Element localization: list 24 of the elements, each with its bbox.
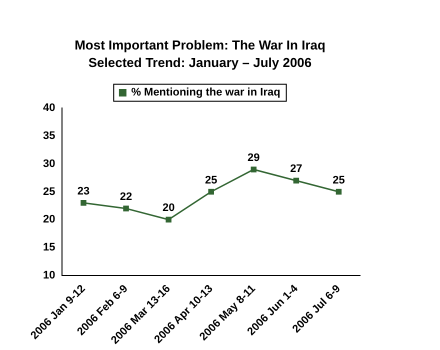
chart-subtitle: Selected Trend: January – July 2006 <box>88 54 312 70</box>
chart-title: Most Important Problem: The War In Iraq <box>74 37 326 52</box>
data-label: 25 <box>332 174 345 186</box>
point <box>123 206 129 212</box>
data-label: 23 <box>77 185 90 198</box>
data-label: 29 <box>248 152 260 164</box>
data-label: 20 <box>162 202 175 214</box>
legend-label: % Mentioning the war in Iraq <box>131 86 280 99</box>
y-tick-label: 10 <box>42 269 56 282</box>
point <box>293 178 300 184</box>
y-tick-label: 15 <box>42 241 56 254</box>
data-label: 27 <box>290 163 302 176</box>
point <box>336 188 342 195</box>
y-tick-label: 40 <box>42 102 56 114</box>
point <box>250 166 257 172</box>
y-tick-label: 30 <box>42 158 56 170</box>
point <box>208 188 214 195</box>
y-tick-label: 20 <box>42 214 56 226</box>
point <box>166 216 172 222</box>
data-label: 25 <box>204 174 218 186</box>
data-label: 22 <box>120 191 132 203</box>
y-tick-label: 25 <box>42 186 56 198</box>
y-tick-label: 35 <box>42 130 56 142</box>
point <box>80 200 86 206</box>
